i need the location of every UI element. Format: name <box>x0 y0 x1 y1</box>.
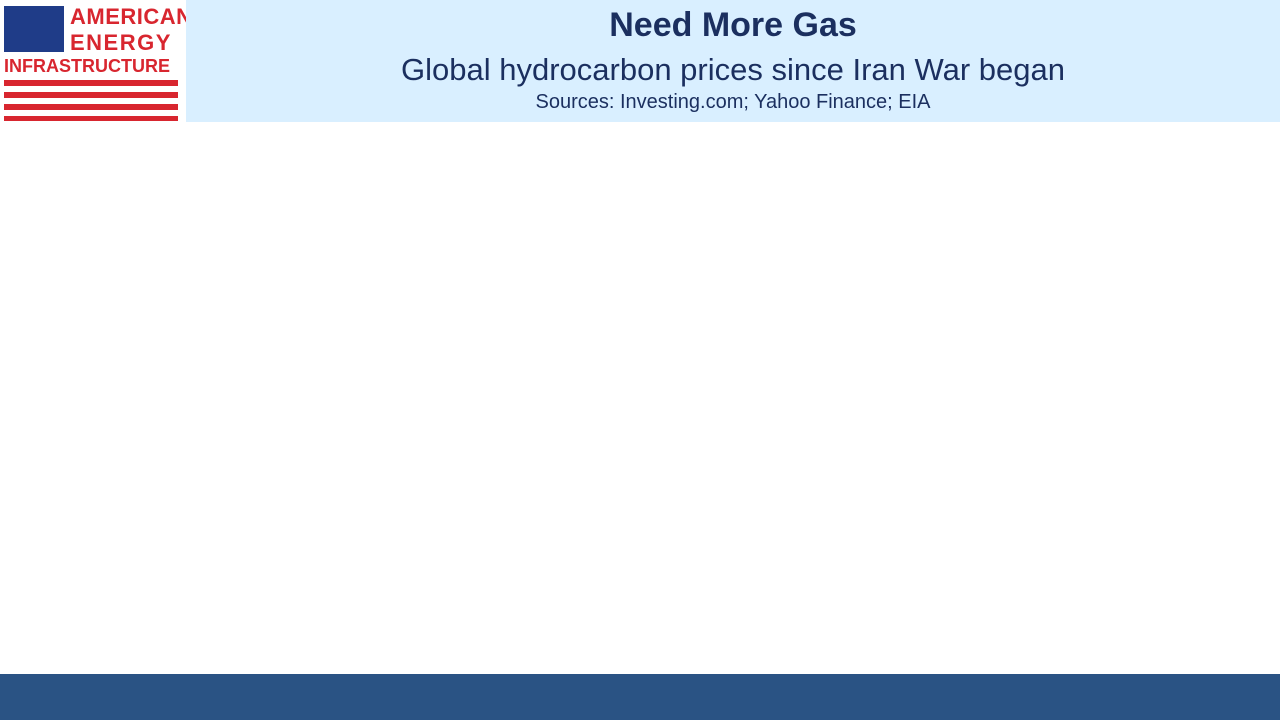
page-title: Need More Gas <box>609 6 857 44</box>
logo-line-3: INFRASTRUCTURE <box>4 56 170 76</box>
logo-line-2: ENERGY <box>70 30 172 55</box>
line-chart <box>0 122 1280 682</box>
logo: AMERICAN ENERGY INFRASTRUCTURE <box>0 0 192 122</box>
footer-band <box>0 674 1280 720</box>
logo-line-1: AMERICAN <box>70 4 193 29</box>
flag-logo-icon <box>4 6 178 121</box>
sources-note: Sources: Investing.com; Yahoo Finance; E… <box>535 91 931 113</box>
header-band <box>186 0 1280 122</box>
page-subtitle: Global hydrocarbon prices since Iran War… <box>401 52 1065 87</box>
